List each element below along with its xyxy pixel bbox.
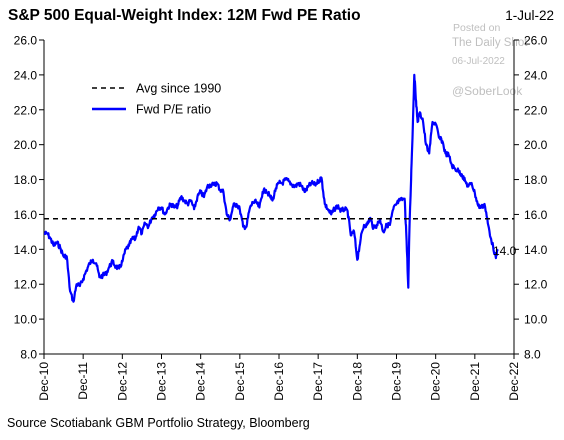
y-tick-label-left: 20.0 — [14, 138, 38, 152]
x-tick-label: Dec-20 — [429, 362, 443, 401]
y-tick-label-right: 22.0 — [524, 103, 548, 117]
y-tick-label-right: 20.0 — [524, 138, 548, 152]
y-tick-label-left: 8.0 — [20, 348, 37, 362]
x-tick-label: Dec-18 — [350, 362, 364, 401]
y-tick-label-left: 12.0 — [14, 278, 38, 292]
watermark-date: 06-Jul-2022 — [452, 56, 505, 67]
watermark-source: The Daily Shot — [452, 37, 528, 49]
y-tick-label-left: 26.0 — [14, 34, 38, 48]
legend-label-fwd-pe: Fwd P/E ratio — [136, 103, 211, 117]
x-tick-label: Dec-16 — [272, 362, 286, 401]
y-tick-label-left: 10.0 — [14, 313, 38, 327]
x-tick-label: Dec-10 — [37, 362, 51, 401]
axes-group: 8.0 8.0 10.0 10.0 12.0 12.0 14.0 14.0 16.0 16.0 18… — [14, 34, 548, 401]
x-tick-label: Dec-13 — [155, 362, 169, 401]
chart-title: S&P 500 Equal-Weight Index: 12M Fwd PE R… — [8, 7, 361, 24]
x-tick-label: Dec-17 — [311, 362, 325, 401]
y-tick-label-right: 16.0 — [524, 208, 548, 222]
series-group — [43, 73, 514, 303]
watermark-posted-on: Posted on — [453, 22, 501, 34]
x-tick-label: Dec-21 — [468, 362, 482, 401]
y-tick-label-left: 16.0 — [14, 208, 38, 222]
x-tick-label: Dec-19 — [390, 362, 404, 401]
y-tick-label-right: 18.0 — [524, 173, 548, 187]
y-tick-label-right: 24.0 — [524, 68, 548, 82]
x-tick-label: Dec-15 — [233, 362, 247, 401]
legend: Avg since 1990 Fwd P/E ratio — [92, 82, 221, 117]
last-value-label: 14.0 — [493, 244, 517, 258]
y-tick-label-right: 26.0 — [524, 34, 548, 48]
y-tick-label-left: 24.0 — [14, 68, 38, 82]
x-tick-label: Dec-22 — [507, 362, 521, 401]
y-tick-label-left: 14.0 — [14, 243, 38, 257]
watermark-handle: @SoberLook — [452, 84, 523, 98]
x-tick-label: Dec-12 — [115, 362, 129, 401]
series-line-fwd-pe — [43, 73, 499, 303]
y-tick-label-right: 14.0 — [524, 243, 548, 257]
y-tick-label-right: 8.0 — [524, 348, 541, 362]
x-tick-label: Dec-14 — [194, 362, 208, 401]
y-tick-label-left: 18.0 — [14, 173, 38, 187]
legend-label-average: Avg since 1990 — [136, 82, 221, 96]
as-of-date: 1-Jul-22 — [505, 8, 554, 23]
source-note: Source Scotiabank GBM Portfolio Strategy… — [7, 416, 310, 430]
x-tick-label: Dec-11 — [76, 362, 90, 400]
y-tick-label-left: 22.0 — [14, 103, 38, 117]
y-tick-label-right: 10.0 — [524, 313, 548, 327]
y-tick-label-right: 12.0 — [524, 278, 548, 292]
